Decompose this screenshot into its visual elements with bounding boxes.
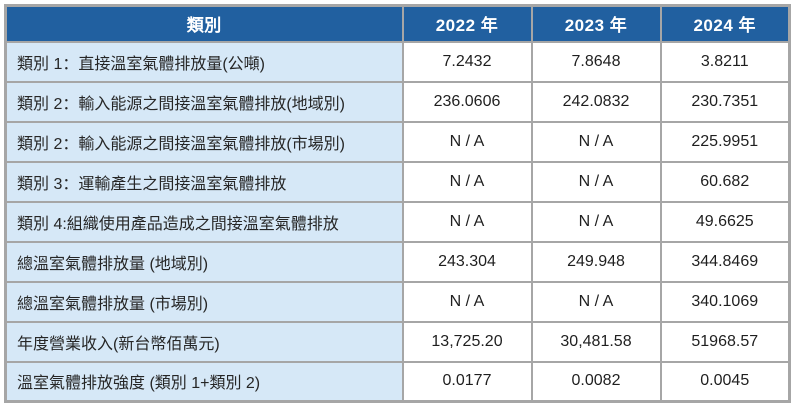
column-header-2024: 2024 年	[659, 4, 791, 43]
cell-value: N / A	[401, 280, 533, 323]
cell-value: 344.8469	[659, 240, 791, 283]
column-header-category: 類別	[4, 4, 404, 43]
row-label: 類別 2：輸入能源之間接溫室氣體排放(市場別)	[4, 120, 404, 163]
table-row-annual-revenue: 年度營業收入(新台幣佰萬元) 13,725.20 30,481.58 51968…	[4, 320, 791, 363]
row-label: 類別 2：輸入能源之間接溫室氣體排放(地域別)	[4, 80, 404, 123]
cell-value: N / A	[530, 160, 662, 203]
cell-value: 60.682	[659, 160, 791, 203]
cell-value: N / A	[530, 120, 662, 163]
cell-value: 340.1069	[659, 280, 791, 323]
cell-value: N / A	[401, 200, 533, 243]
cell-value: 243.304	[401, 240, 533, 283]
table-row-scope2-location: 類別 2：輸入能源之間接溫室氣體排放(地域別) 236.0606 242.083…	[4, 80, 791, 123]
cell-value: 49.6625	[659, 200, 791, 243]
cell-value: N / A	[401, 120, 533, 163]
cell-value: 51968.57	[659, 320, 791, 363]
cell-value: 225.9951	[659, 120, 791, 163]
cell-value: 30,481.58	[530, 320, 662, 363]
table-row-scope4: 類別 4:組織使用產品造成之間接溫室氣體排放 N / A N / A 49.66…	[4, 200, 791, 243]
cell-value: 249.948	[530, 240, 662, 283]
table-row-total-location: 總溫室氣體排放量 (地域別) 243.304 249.948 344.8469	[4, 240, 791, 283]
cell-value: 236.0606	[401, 80, 533, 123]
cell-value: 3.8211	[659, 40, 791, 83]
cell-value: 230.7351	[659, 80, 791, 123]
table-row-scope2-market: 類別 2：輸入能源之間接溫室氣體排放(市場別) N / A N / A 225.…	[4, 120, 791, 163]
column-header-2023: 2023 年	[530, 4, 662, 43]
cell-value: 0.0045	[659, 360, 791, 403]
table-row-total-market: 總溫室氣體排放量 (市場別) N / A N / A 340.1069	[4, 280, 791, 323]
row-label: 類別 3：運輸產生之間接溫室氣體排放	[4, 160, 404, 203]
row-label: 類別 1：直接溫室氣體排放量(公噸)	[4, 40, 404, 83]
table-row-emission-intensity: 溫室氣體排放強度 (類別 1+類別 2) 0.0177 0.0082 0.004…	[4, 360, 791, 403]
cell-value: N / A	[530, 280, 662, 323]
cell-value: 7.2432	[401, 40, 533, 83]
column-header-2022: 2022 年	[401, 4, 533, 43]
cell-value: 13,725.20	[401, 320, 533, 363]
row-label: 年度營業收入(新台幣佰萬元)	[4, 320, 404, 363]
table-row-scope1: 類別 1：直接溫室氣體排放量(公噸) 7.2432 7.8648 3.8211	[4, 40, 791, 83]
cell-value: N / A	[401, 160, 533, 203]
row-label: 總溫室氣體排放量 (市場別)	[4, 280, 404, 323]
table-row-scope3: 類別 3：運輸產生之間接溫室氣體排放 N / A N / A 60.682	[4, 160, 791, 203]
row-label: 總溫室氣體排放量 (地域別)	[4, 240, 404, 283]
cell-value: N / A	[530, 200, 662, 243]
ghg-emissions-table: 類別 2022 年 2023 年 2024 年 類別 1：直接溫室氣體排放量(公…	[4, 4, 791, 403]
row-label: 溫室氣體排放強度 (類別 1+類別 2)	[4, 360, 404, 403]
cell-value: 7.8648	[530, 40, 662, 83]
table-header-row: 類別 2022 年 2023 年 2024 年	[4, 4, 791, 43]
row-label: 類別 4:組織使用產品造成之間接溫室氣體排放	[4, 200, 404, 243]
cell-value: 0.0082	[530, 360, 662, 403]
cell-value: 0.0177	[401, 360, 533, 403]
cell-value: 242.0832	[530, 80, 662, 123]
